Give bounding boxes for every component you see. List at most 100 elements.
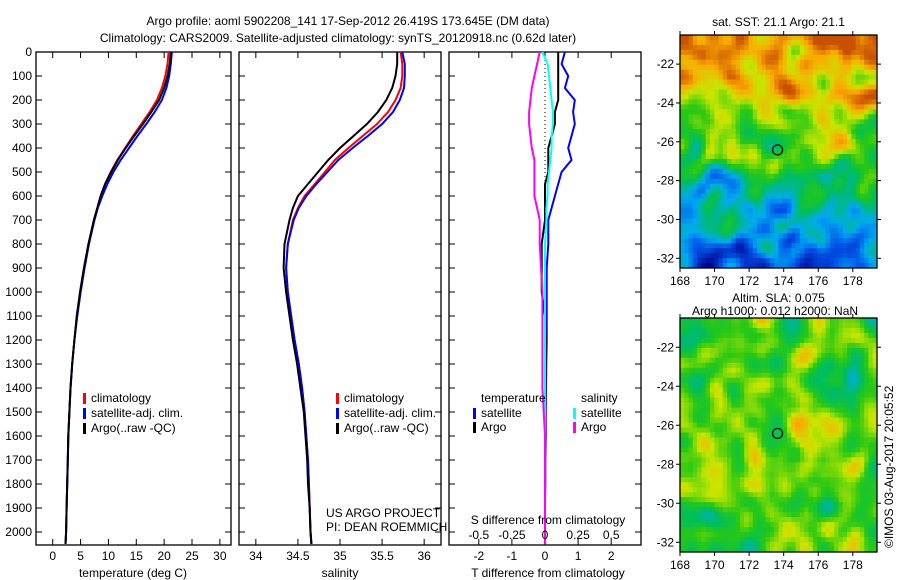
map-cell — [842, 397, 848, 404]
map-cell — [722, 407, 728, 414]
map-cell — [817, 407, 822, 414]
map-cell — [735, 213, 741, 219]
map-cell — [859, 527, 865, 533]
map-cell — [718, 507, 724, 513]
map-cell — [817, 84, 822, 91]
map-cell — [718, 332, 724, 339]
map-cell — [787, 193, 792, 200]
map-cell — [847, 44, 852, 51]
map-cell — [829, 173, 835, 180]
map-cell — [752, 507, 758, 513]
map-cell — [718, 397, 724, 404]
map-cell — [710, 238, 715, 244]
map-cell — [744, 238, 749, 244]
map-cell — [795, 462, 801, 468]
map-cell — [761, 228, 767, 234]
map-cell — [697, 432, 702, 438]
map-cell — [825, 188, 831, 195]
map-cell — [697, 238, 702, 244]
map-cell — [722, 532, 728, 538]
map-cell — [778, 323, 784, 329]
map-cell — [868, 367, 874, 374]
map-cell — [710, 402, 715, 409]
map-cell — [829, 467, 835, 473]
map-cell — [808, 412, 814, 419]
legend-swatch — [336, 408, 339, 419]
map-cell — [782, 467, 788, 473]
map-cell — [710, 412, 715, 419]
map-cell — [812, 457, 818, 463]
map-cell — [834, 357, 839, 364]
map-cell — [765, 462, 771, 468]
map-cell — [748, 537, 754, 543]
map-cell — [799, 40, 805, 46]
y-tick-label: -30 — [657, 212, 675, 226]
map-cell — [701, 228, 707, 234]
map-cell — [834, 49, 839, 56]
x-tick-label: 178 — [843, 558, 863, 572]
map-cell — [782, 228, 788, 234]
map-cell — [752, 233, 758, 239]
map-cell — [838, 163, 844, 170]
map-cell — [834, 482, 839, 488]
map-cell — [710, 183, 715, 190]
map-cell — [817, 89, 822, 95]
map-cell — [864, 104, 869, 110]
map-cell — [761, 467, 767, 473]
map-cell — [864, 183, 869, 190]
map-cell — [684, 40, 690, 46]
map-cell — [872, 223, 878, 229]
map-cell — [714, 532, 720, 538]
map-cell — [855, 477, 861, 483]
map-cell — [740, 517, 745, 523]
map-cell — [778, 517, 784, 523]
map-cell — [740, 40, 745, 46]
map-cell — [748, 447, 754, 453]
map-cell — [722, 487, 728, 493]
map-cell — [787, 74, 792, 81]
map-cell — [697, 149, 702, 155]
map-cell — [692, 173, 698, 180]
map-cell — [817, 69, 822, 76]
map-cell — [697, 547, 702, 553]
map-cell — [787, 49, 792, 56]
map-cell — [817, 357, 822, 364]
map-cell — [795, 507, 801, 513]
map-cell — [748, 337, 754, 344]
map-cell — [722, 332, 728, 339]
map-cell — [748, 144, 754, 150]
map-cell — [731, 178, 737, 185]
map-cell — [769, 208, 775, 214]
map-cell — [834, 467, 839, 473]
map-cell — [692, 502, 698, 508]
map-cell — [680, 238, 685, 244]
map-cell — [778, 328, 784, 334]
map-cell — [859, 432, 865, 438]
legend-label: climatology — [344, 391, 404, 405]
map-cell — [808, 502, 814, 508]
map-cell — [851, 397, 857, 404]
map-cell — [851, 547, 857, 553]
map-cell — [787, 188, 792, 195]
map-cell — [744, 377, 749, 384]
map-cell — [851, 427, 857, 433]
map-cell — [859, 367, 865, 374]
map-cell — [864, 487, 869, 493]
map-cell — [688, 129, 694, 135]
map-cell — [778, 462, 784, 468]
map-cell — [829, 347, 835, 354]
map-cell — [859, 193, 865, 200]
map-cell — [731, 422, 737, 429]
map-cell — [825, 362, 831, 369]
map-cell — [710, 208, 715, 214]
map-cell — [731, 547, 737, 553]
map-cell — [778, 99, 784, 105]
map-cell — [791, 119, 797, 125]
map-cell — [752, 357, 758, 364]
map-cell — [812, 442, 818, 448]
map-cell — [718, 467, 724, 473]
x-tick-label: 176 — [808, 274, 828, 288]
map-cell — [680, 328, 685, 334]
map-cell — [787, 89, 792, 95]
